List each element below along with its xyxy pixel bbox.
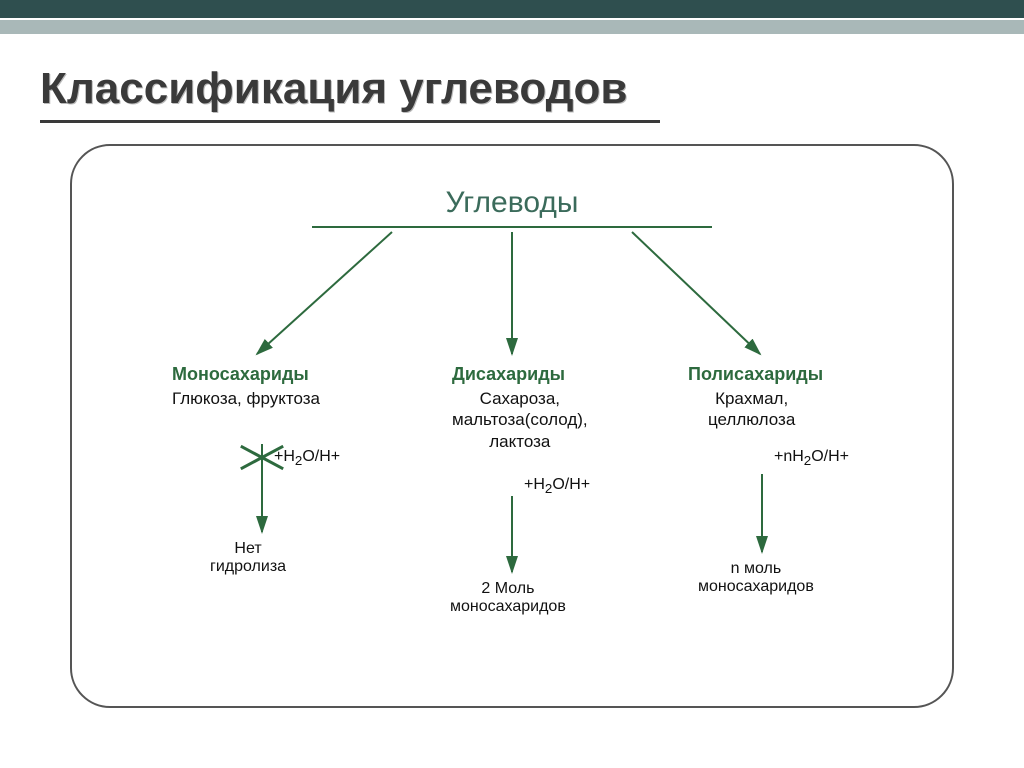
root-node: Углеводы [72,186,952,220]
diagram-frame: Углеводы Моносахариды Глюкоза, фруктоза … [70,144,954,708]
category-poly: Полисахариды [688,364,823,385]
result-di: 2 Мольмоносахаридов [450,580,566,616]
topbar-dark [0,0,1024,18]
category-mono: Моносахариды [172,364,309,385]
result-poly: n мольмоносахаридов [698,560,814,596]
title-underline [40,120,660,123]
slide-title: Классификация углеводов [40,64,627,114]
reaction-poly: +nH2O/H+ [774,448,849,468]
root-underline [312,226,712,228]
reaction-di: +H2O/H+ [524,476,590,496]
reaction-mono: +H2O/H+ [274,448,340,468]
slide: Классификация углеводов Углеводы Моносах… [0,34,1024,768]
examples-di: Сахароза,мальтоза(солод),лактоза [452,388,588,452]
topbar-light [0,20,1024,34]
category-di: Дисахариды [452,364,565,385]
result-mono: Нетгидролиза [210,540,286,576]
examples-poly: Крахмал,целлюлоза [708,388,795,431]
examples-mono: Глюкоза, фруктоза [172,388,320,409]
